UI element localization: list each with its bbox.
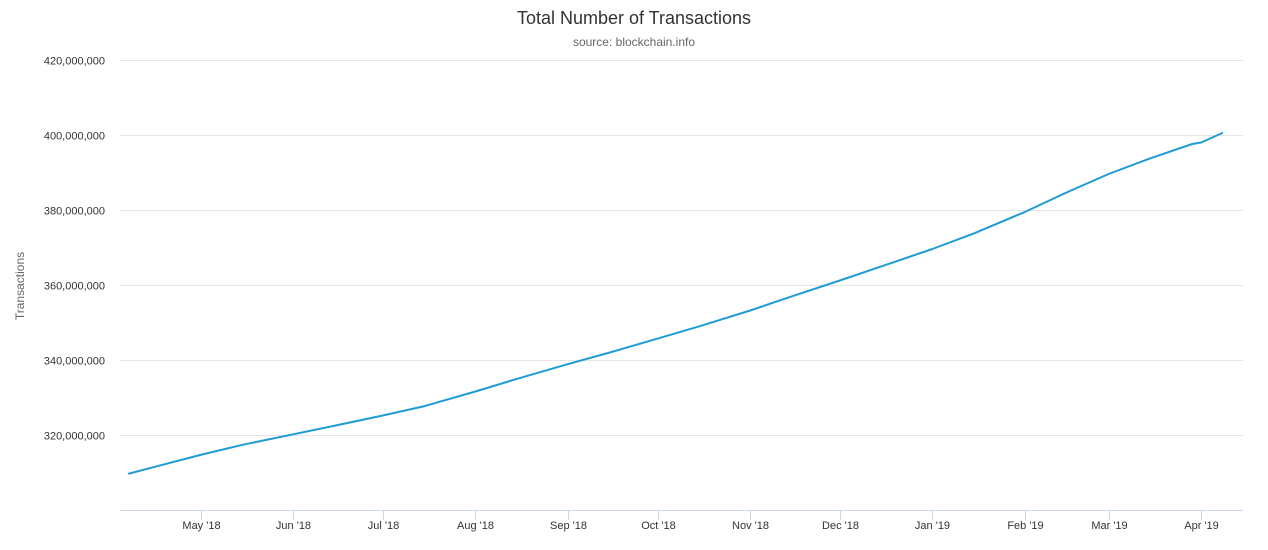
x-tick-label: May '18: [182, 520, 220, 532]
x-tick-label: Nov '18: [732, 520, 769, 532]
x-tick-label: Jan '19: [915, 520, 950, 532]
y-tick-label: 420,000,000: [44, 56, 105, 68]
x-tick-label: Dec '18: [822, 520, 859, 532]
y-axis-ticks: 320,000,000 340,000,000 360,000,000 380,000…: [44, 56, 105, 443]
x-tick-label: Aug '18: [457, 520, 494, 532]
x-tick-label: Jun '18: [276, 520, 311, 532]
x-axis: May '18 Jun '18 Jul '18 Aug '18 Sep '18 Oct '…: [120, 510, 1243, 532]
x-tick-label: Sep '18: [550, 520, 587, 532]
chart-subtitle: source: blockchain.info: [573, 35, 695, 49]
y-axis-title: Transactions: [13, 252, 27, 320]
x-tick-label: Mar '19: [1091, 520, 1127, 532]
series-layer: [128, 132, 1224, 475]
y-tick-label: 320,000,000: [44, 431, 105, 443]
x-tick-label: Feb '19: [1007, 520, 1043, 532]
y-tick-label: 360,000,000: [44, 281, 105, 293]
gridlines: [120, 60, 1243, 436]
series-line-0: [128, 132, 1224, 475]
y-tick-label: 340,000,000: [44, 356, 105, 368]
x-tick-label: Apr '19: [1184, 520, 1219, 532]
chart-title: Total Number of Transactions: [517, 8, 751, 28]
x-tick-label: Oct '18: [641, 520, 676, 532]
y-tick-label: 400,000,000: [44, 131, 105, 143]
x-tick-label: Jul '18: [368, 520, 399, 532]
y-tick-label: 380,000,000: [44, 206, 105, 218]
